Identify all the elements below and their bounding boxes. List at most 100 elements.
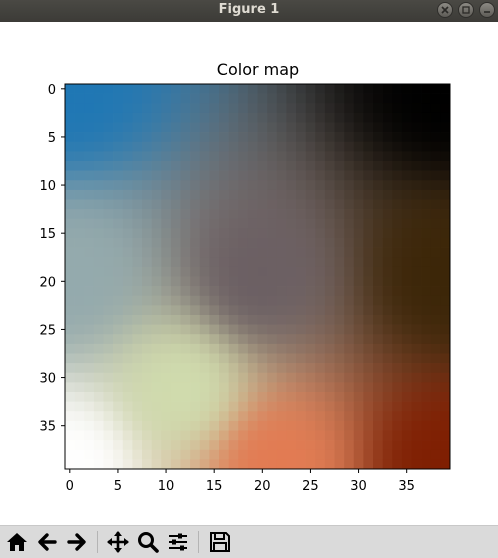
heatmap-cell	[219, 459, 229, 470]
heatmap-cell	[247, 170, 258, 181]
window-titlebar[interactable]: Figure 1	[0, 0, 498, 22]
heatmap-cell	[305, 161, 316, 171]
heatmap-cell	[421, 315, 432, 325]
heatmap-cell	[93, 132, 104, 143]
heatmap-cell	[219, 372, 229, 383]
heatmap-cell	[296, 449, 306, 460]
heatmap-cell	[219, 334, 229, 345]
heatmap-cell	[411, 392, 422, 402]
heatmap-cell	[247, 430, 258, 441]
configure-subplots-button[interactable]	[165, 529, 191, 555]
x-tick-label: 35	[398, 479, 415, 494]
heatmap-cell	[113, 420, 124, 431]
heatmap-cell	[219, 382, 229, 393]
window-minimize-button[interactable]	[479, 2, 495, 18]
heatmap-cell	[440, 141, 451, 152]
heatmap-cell	[363, 401, 374, 412]
heatmap-cell	[267, 286, 278, 297]
heatmap-cell	[190, 334, 201, 345]
heatmap-cell	[344, 363, 355, 374]
heatmap-cell	[199, 315, 210, 325]
heatmap-cell	[142, 382, 152, 393]
heatmap-cell	[161, 334, 172, 345]
heatmap-cell	[286, 266, 297, 277]
heatmap-cell	[122, 189, 133, 200]
heatmap-cell	[440, 401, 451, 412]
heatmap-cell	[151, 170, 162, 181]
heatmap-cell	[363, 382, 374, 393]
zoom-button[interactable]	[135, 529, 161, 555]
heatmap-cell	[113, 286, 124, 297]
heatmap-cell	[392, 315, 403, 325]
heatmap-cell	[113, 334, 124, 345]
heatmap-cell	[238, 199, 249, 210]
heatmap-cell	[74, 372, 85, 383]
heatmap-cell	[411, 151, 422, 162]
heatmap-cell	[315, 449, 326, 460]
heatmap-cell	[382, 228, 393, 239]
heatmap-cell	[334, 382, 345, 393]
heatmap-cell	[113, 257, 124, 268]
heatmap-cell	[103, 305, 114, 316]
heatmap-cell	[84, 122, 95, 133]
heatmap-cell	[392, 141, 403, 152]
heatmap-cell	[228, 122, 239, 133]
heatmap-cell	[113, 180, 124, 191]
window-maximize-button[interactable]	[458, 2, 474, 18]
heatmap-cell	[324, 247, 335, 258]
back-button[interactable]	[34, 529, 60, 555]
heatmap-cell	[132, 305, 143, 316]
heatmap-cell	[74, 84, 85, 94]
heatmap-cell	[353, 141, 364, 152]
heatmap-cell	[401, 257, 412, 268]
heatmap-cell	[199, 228, 210, 239]
heatmap-cell	[373, 459, 383, 470]
heatmap-cell	[276, 180, 287, 191]
heatmap-cell	[65, 189, 75, 200]
heatmap-cell	[257, 324, 268, 335]
heatmap-cell	[440, 218, 451, 229]
heatmap-cell	[353, 189, 364, 200]
home-button[interactable]	[4, 529, 30, 555]
heatmap-cell	[440, 363, 451, 374]
heatmap-cell	[238, 459, 249, 470]
heatmap-cell	[113, 430, 124, 441]
heatmap-cell	[440, 382, 451, 393]
heatmap-cell	[132, 295, 143, 306]
heatmap-cell	[132, 228, 143, 239]
heatmap-cell	[334, 430, 345, 441]
heatmap-cell	[315, 257, 326, 268]
heatmap-cell	[353, 103, 364, 114]
heatmap-cell	[209, 199, 220, 210]
heatmap-cell	[440, 238, 451, 248]
window-close-button[interactable]	[437, 2, 453, 18]
back-arrow-icon	[38, 533, 57, 551]
heatmap-cell	[324, 401, 335, 412]
figure-canvas[interactable]: Color map 0 5 10 15 20 25 30 35 0 5 10 15 20 25 30 35	[0, 22, 498, 525]
heatmap-cell	[440, 189, 451, 200]
heatmap-cell	[392, 420, 403, 431]
heatmap-cell	[84, 286, 95, 297]
heatmap-cell	[363, 459, 374, 470]
heatmap-cell	[84, 132, 95, 143]
heatmap-cell	[199, 93, 210, 104]
heatmap-cell	[315, 430, 326, 441]
save-button[interactable]	[207, 529, 233, 555]
heatmap-cell	[344, 247, 355, 258]
heatmap-cell	[382, 295, 393, 306]
heatmap-cell	[430, 324, 441, 335]
heatmap-cell	[142, 449, 152, 460]
heatmap-cell	[132, 440, 143, 451]
heatmap-cell	[305, 343, 316, 354]
heatmap-cell	[315, 170, 326, 181]
heatmap-cell	[199, 276, 210, 287]
heatmap-cell	[430, 440, 441, 451]
heatmap-cell	[324, 151, 335, 162]
heatmap-cell	[286, 286, 297, 297]
pan-button[interactable]	[105, 529, 131, 555]
forward-button[interactable]	[64, 529, 90, 555]
heatmap-cell	[238, 449, 249, 460]
heatmap-cell	[334, 209, 345, 220]
heatmap-cell	[430, 151, 441, 162]
heatmap-cell	[180, 161, 191, 171]
